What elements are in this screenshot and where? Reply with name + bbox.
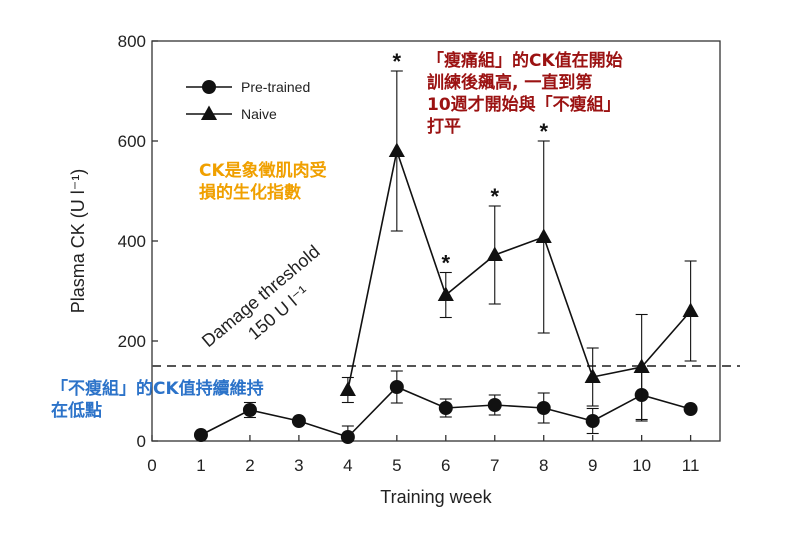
x-tick-label: 9 <box>588 456 597 475</box>
x-tick-label: 11 <box>682 456 700 475</box>
legend-marker <box>202 80 216 94</box>
x-tick-label: 10 <box>632 456 651 475</box>
data-point <box>388 142 405 157</box>
data-point <box>193 428 208 442</box>
data-point <box>340 430 355 444</box>
x-tick-label: 0 <box>147 456 156 475</box>
annotation-blue-note: 「不瘦組」的CK值持續維持 在低點 <box>51 379 264 421</box>
x-tick-label: 3 <box>294 456 303 475</box>
legend-marker <box>200 105 218 120</box>
data-point <box>487 398 502 412</box>
data-point <box>437 286 454 301</box>
y-axis-title: Plasma CK (U l⁻¹) <box>68 169 88 314</box>
data-point <box>682 302 699 317</box>
data-series <box>193 70 699 444</box>
annotation-orange-note: CK是象徵肌肉受 損的生化指數 <box>199 161 327 203</box>
x-tick-label: 6 <box>441 456 450 475</box>
significance-star: * <box>393 49 402 74</box>
axes: 0 200 400 600 800 0 1 2 3 4 5 6 7 8 9 10 11 <box>118 32 721 475</box>
x-axis-title: Training week <box>380 487 492 507</box>
y-tick-label: 600 <box>118 132 146 151</box>
data-point <box>585 414 600 428</box>
data-point <box>536 401 551 415</box>
y-tick-label: 800 <box>118 32 146 51</box>
data-point <box>291 414 306 428</box>
significance-star: * <box>442 251 451 276</box>
x-tick-label: 8 <box>539 456 548 475</box>
series-naive <box>339 70 699 421</box>
data-point <box>535 228 552 243</box>
significance-star: * <box>490 184 499 209</box>
data-point <box>486 246 503 261</box>
annotation-red-note: 「瘦痛組」的CK值在開始 訓練後飆高, 一直到第 10週才開始與「不瘦組」 打平 <box>427 51 623 137</box>
y-tick-label: 200 <box>118 332 146 351</box>
x-tick-label: 5 <box>392 456 401 475</box>
data-point <box>242 403 257 417</box>
data-point <box>584 368 601 383</box>
x-tick-label: 7 <box>490 456 499 475</box>
significance-markers: * * * * <box>393 49 549 276</box>
data-point <box>339 381 356 396</box>
series-line <box>347 147 692 391</box>
data-point <box>683 402 698 416</box>
legend: Pre-trained Naive <box>186 79 310 122</box>
y-tick-label: 0 <box>137 432 146 451</box>
series-pre-trained <box>193 368 698 444</box>
x-tick-label: 4 <box>343 456 352 475</box>
data-point <box>438 401 453 415</box>
legend-label: Naive <box>241 106 277 122</box>
data-point <box>389 380 404 394</box>
y-tick-label: 400 <box>118 232 146 251</box>
significance-star: * <box>539 119 548 144</box>
x-tick-label: 1 <box>196 456 205 475</box>
legend-label: Pre-trained <box>241 79 310 95</box>
x-tick-label: 2 <box>245 456 254 475</box>
data-point <box>633 358 650 373</box>
